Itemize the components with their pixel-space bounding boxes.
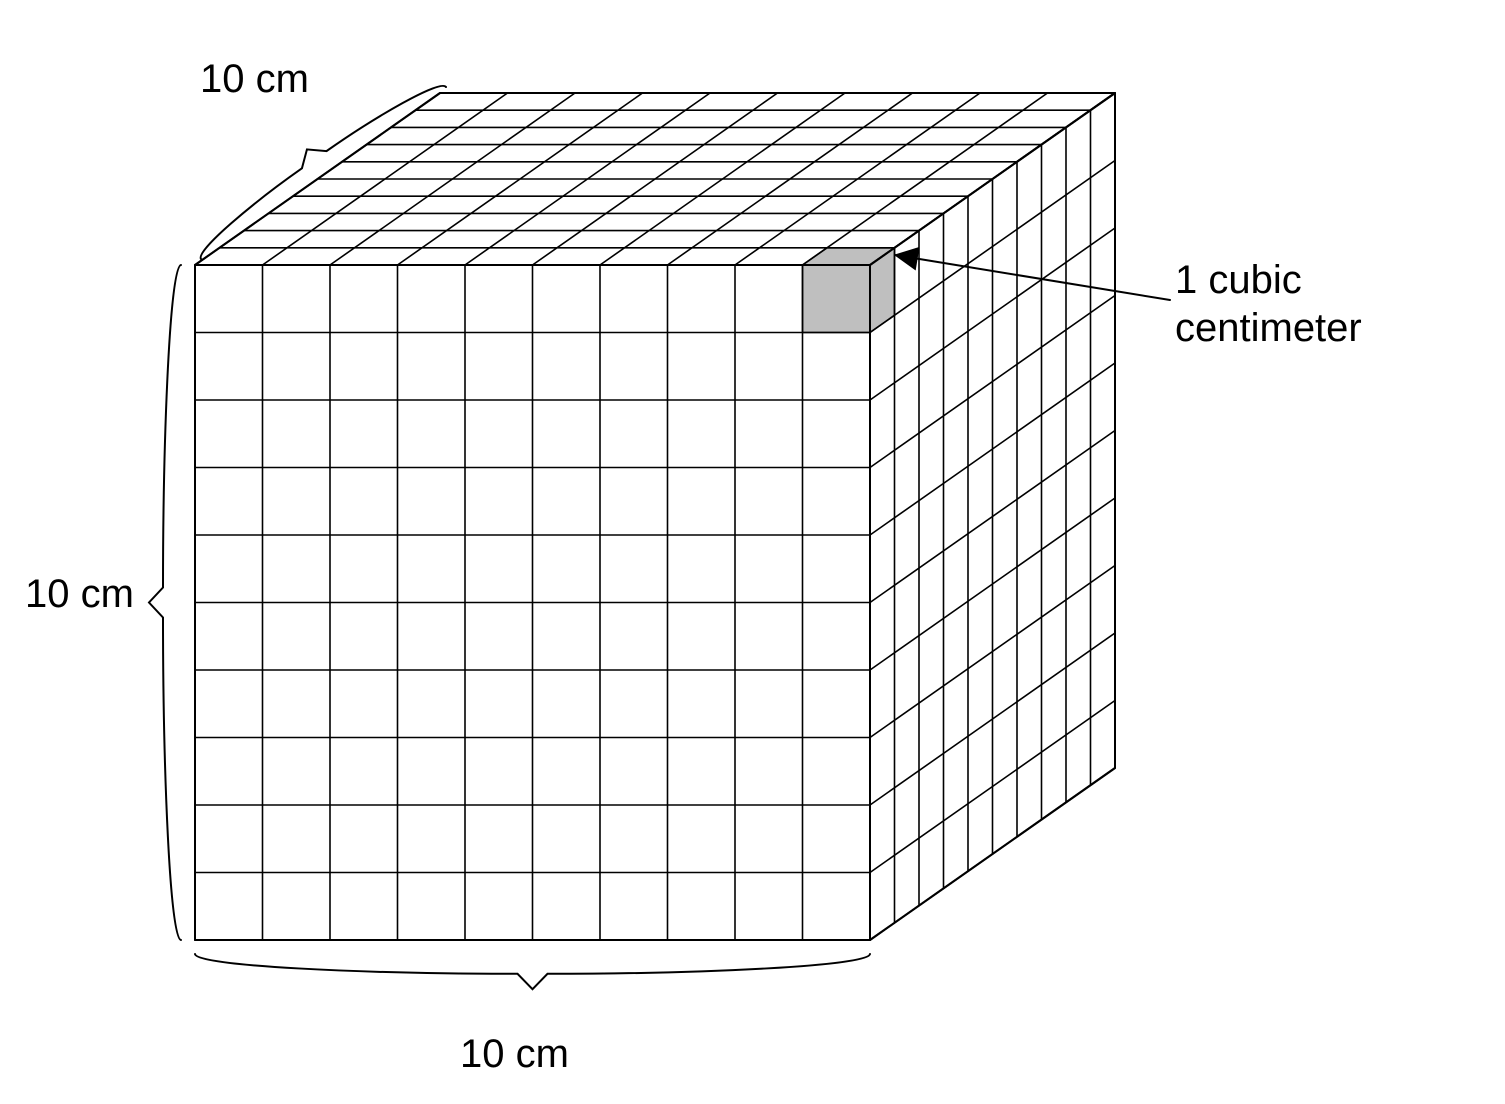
cube-diagram: [0, 0, 1505, 1104]
brace-width: [195, 954, 870, 989]
depth-label: 10 cm: [200, 55, 309, 103]
height-label: 10 cm: [25, 570, 134, 618]
callout-label: 1 cubic centimeter: [1175, 256, 1362, 352]
width-label: 10 cm: [460, 1030, 569, 1078]
callout-line1: 1 cubic: [1175, 258, 1302, 302]
callout-line2: centimeter: [1175, 306, 1362, 350]
highlight-front: [803, 265, 871, 333]
brace-height: [149, 265, 181, 940]
